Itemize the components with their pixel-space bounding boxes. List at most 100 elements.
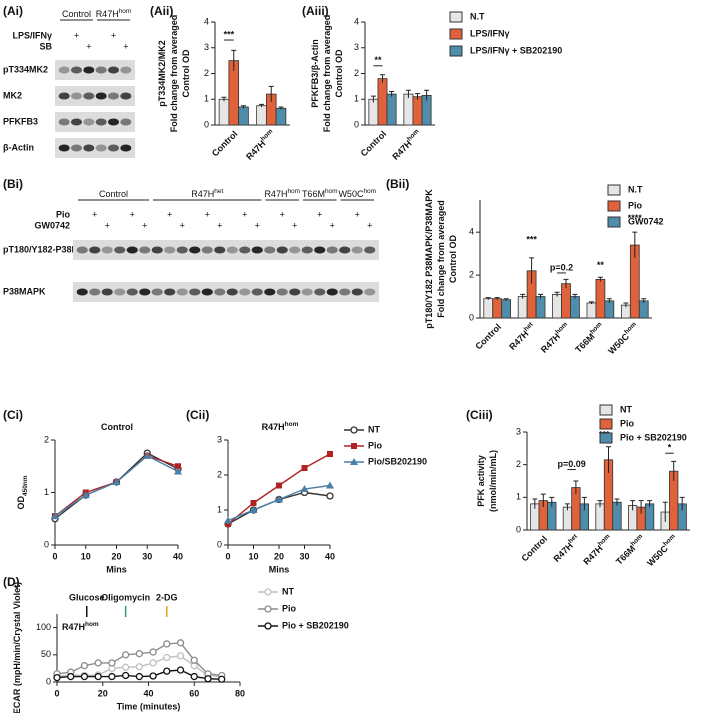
blot-band [264,288,276,296]
blot-band [70,118,83,126]
error-bar [532,498,538,509]
data-point [249,506,258,513]
legend-marker [264,605,272,613]
group-label-sup: hom [325,188,338,195]
legend-marker [350,426,358,434]
data-point [149,659,157,667]
treatment-mark: + [111,30,116,40]
group-label-sup: hom [287,188,300,195]
treatment-mark: + [317,209,322,219]
legend-swatch [607,216,621,228]
data-point [176,666,185,674]
treatment-label: GW0742 [34,220,70,230]
treatment-mark: + [142,220,147,230]
blot-band [70,66,83,74]
x-tick-label: 60 [189,688,199,698]
data-point [204,675,212,683]
x-tick-label: Control [359,129,389,159]
error-bar [630,500,636,511]
y-axis-label: Control OD [448,235,458,283]
error-bar [573,480,579,495]
y-axis-label: PFKFB3/β-Actin [310,39,320,108]
legend-label: Pio + SB202190 [620,432,687,442]
x-tick-label-sup: hom [597,533,612,548]
blot-band [83,118,95,126]
band-label: β-Actin [3,142,34,152]
error-bar [241,105,246,109]
treatment-mark: + [217,220,222,230]
treatment-label: SB [39,41,52,51]
blot-band [276,246,288,254]
blot-band [151,246,163,254]
blot-band [101,246,113,254]
x-tick-label: T66Mhom [613,533,647,567]
legend-label: Pio [628,200,643,210]
error-bar [623,302,629,308]
bar [517,296,528,319]
blot-band [70,144,83,152]
error-bar [572,293,578,299]
legend-label: LPS/IFNγ + SB202190 [470,45,562,55]
y-tick-label: 0 [44,539,49,549]
error-bar [380,74,385,83]
group-label-text: Control [99,189,128,199]
x-tick-label-text: Control [474,322,504,352]
blot-band [289,246,301,254]
error-bar [278,106,284,110]
group-label: W50Chom [338,188,376,199]
band-label: pT334MK2 [3,64,48,74]
panel-label: (Cii) [186,408,209,422]
chart-title: R47Hhom [262,421,299,432]
legend-label: N.T [470,11,485,21]
blot-band [126,288,138,296]
data-point [301,465,308,471]
y-axis-label: OD450nm [16,475,29,509]
bar [218,98,230,126]
y-tick-label: 0 [469,312,474,322]
y-axis-label-sup: 450nm [22,475,29,496]
blot-band [89,288,101,296]
treatment-mark: + [355,209,360,219]
x-tick-label: 0 [54,688,59,698]
group-label: R47Hhom [96,8,132,19]
error-bar [494,297,500,300]
blot-band [339,246,351,254]
blot-strip [73,240,379,260]
group-label-text: R47H [264,189,287,199]
blot-band [83,66,95,74]
x-axis-label: Mins [106,564,127,574]
chart-title-sup: hom [285,421,299,428]
y-axis-label: Fold change from averaged [322,15,332,133]
legend-swatch [607,200,621,212]
blot-strip [55,138,135,158]
data-point [121,671,130,680]
error-bar [538,293,544,299]
error-bar [563,278,569,288]
legend-marker [264,622,272,630]
blot-band [58,144,70,152]
data-point [276,482,282,489]
treatment-mark: + [292,220,297,230]
blot-band [139,288,151,296]
bar [256,105,267,126]
x-tick-label: 40 [325,551,335,561]
treatment-label: LPS/IFNγ [12,30,52,40]
x-tick-label: R47Hhet [551,533,583,565]
x-tick-label: T66Mhom [573,321,607,355]
error-bar [554,291,560,297]
blot-band [176,288,188,296]
x-tick-label: 30 [299,551,309,561]
significance-label: *** [224,29,235,39]
x-tick-label-sup: hom [662,533,677,548]
blot-band [83,144,95,152]
y-tick-label: 4 [354,16,359,26]
x-tick-label: 30 [142,551,152,561]
blot-band [101,288,113,296]
blot-band [226,288,238,296]
bar [535,296,546,319]
error-bar [370,95,376,103]
treatment-mark: + [92,209,97,219]
y-axis-label-text: PFK activity [476,455,486,507]
blot-strip [73,282,379,302]
blot-band [176,246,188,254]
